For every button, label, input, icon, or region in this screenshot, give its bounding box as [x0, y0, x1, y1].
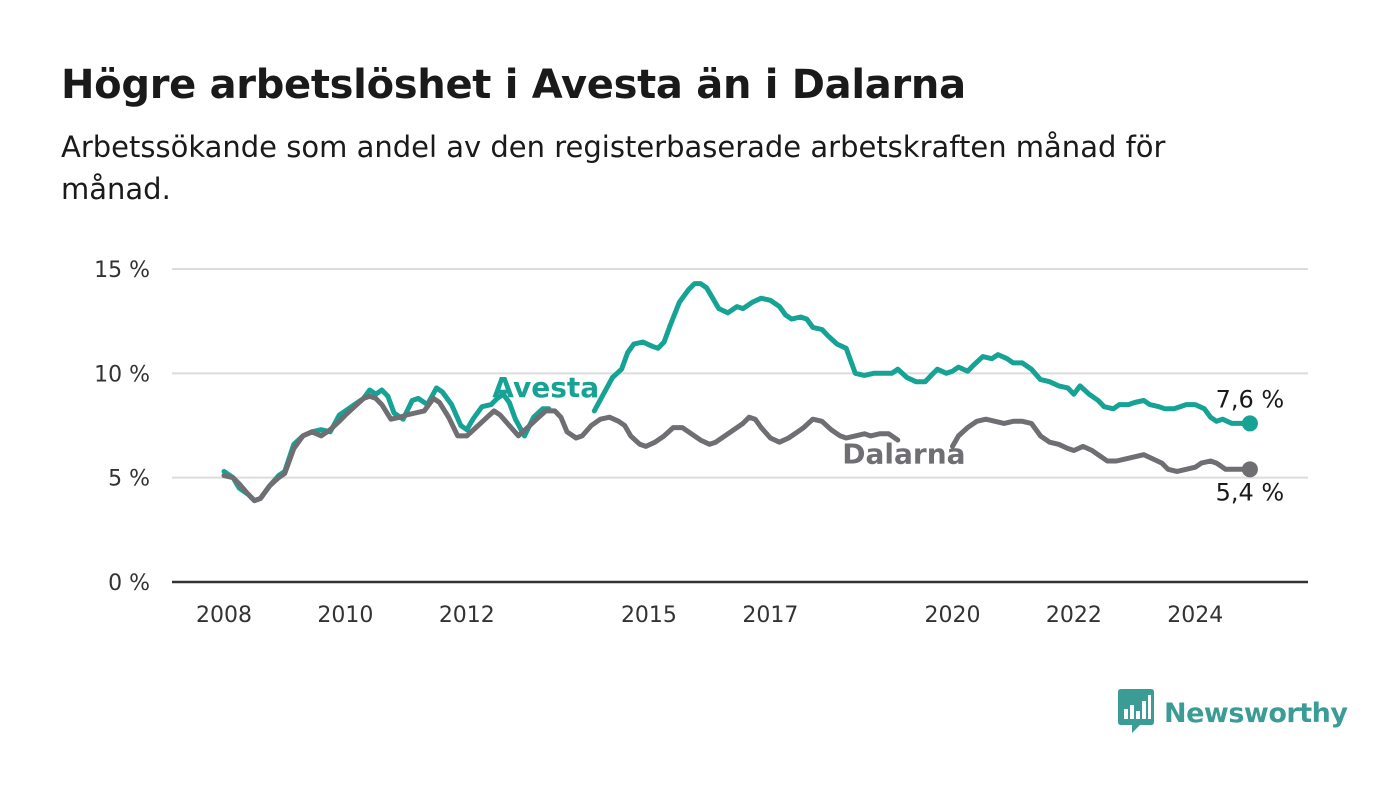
newsworthy-logo-text: Newsworthy — [1164, 697, 1348, 729]
y-tick-label: 5 % — [108, 467, 150, 492]
end-point-avesta — [1241, 415, 1258, 432]
x-axis-ticks: 2008 2010 2012 2015 2017 2020 2022 2024 — [196, 603, 1223, 628]
newsworthy-logo-icon — [1118, 689, 1154, 737]
y-tick-label: 15 % — [94, 258, 150, 283]
x-tick-label: 2017 — [742, 603, 798, 628]
y-tick-label: 10 % — [94, 362, 150, 387]
series-name-dalarna: Dalarna — [842, 438, 965, 471]
x-tick-label: 2012 — [439, 603, 495, 628]
end-point-dalarna — [1241, 461, 1258, 478]
series-name-avesta: Avesta — [492, 371, 599, 404]
end-value-label-avesta: 7,6 % — [1216, 385, 1285, 413]
series-line-dalarna — [221, 393, 1253, 504]
series-labels: Avesta 7,6 % Dalarna 5,4 % — [492, 371, 1284, 506]
x-tick-label: 2010 — [317, 603, 373, 628]
x-tick-label: 2008 — [196, 603, 252, 628]
x-tick-label: 2022 — [1046, 603, 1102, 628]
chart-subtitle: Arbetssökande som andel av den registerb… — [61, 130, 1166, 206]
chart-title: Högre arbetslöshet i Avesta än i Dalarna — [61, 62, 966, 108]
series-lines — [221, 281, 1258, 504]
series-line-avesta — [221, 281, 1253, 504]
grid-lines — [172, 268, 1308, 584]
y-axis-ticks: 0 % 5 % 10 % 15 % — [94, 258, 150, 596]
x-tick-label: 2015 — [621, 603, 677, 628]
y-tick-label: 0 % — [108, 571, 150, 596]
end-value-label-dalarna: 5,4 % — [1216, 478, 1285, 506]
x-tick-label: 2020 — [924, 603, 980, 628]
x-tick-label: 2024 — [1167, 603, 1223, 628]
newsworthy-brand[interactable]: Newsworthy — [1118, 689, 1348, 737]
